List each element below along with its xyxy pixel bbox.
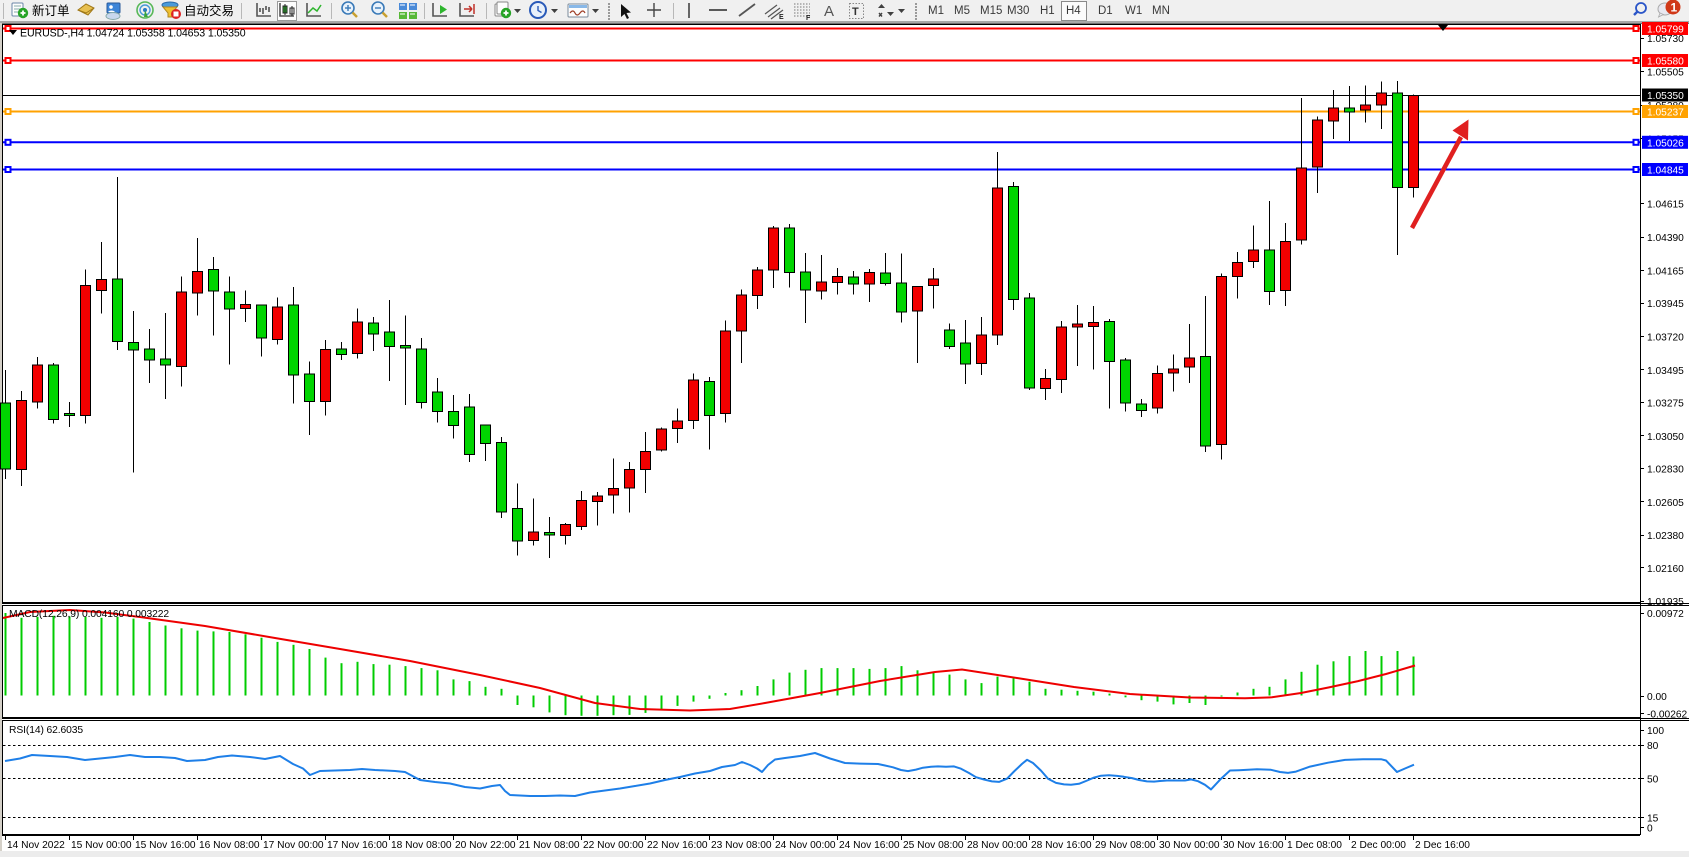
svg-text:H4: H4: [1066, 5, 1081, 17]
svg-text:17 Nov 00:00: 17 Nov 00:00: [263, 840, 324, 851]
svg-text:1.03945: 1.03945: [1647, 299, 1684, 310]
svg-text:1: 1: [1671, 1, 1678, 15]
svg-text:1.03720: 1.03720: [1647, 332, 1684, 343]
svg-text:M15: M15: [980, 5, 1002, 17]
svg-text:22 Nov 16:00: 22 Nov 16:00: [647, 840, 708, 851]
svg-text:EURUSD-,H4 1.04724 1.05358 1.: EURUSD-,H4 1.04724 1.05358 1.04653 1.053…: [20, 28, 246, 40]
svg-text:1.05237: 1.05237: [1647, 108, 1684, 119]
svg-text:1 Dec 08:00: 1 Dec 08:00: [1287, 840, 1342, 851]
svg-text:1.04165: 1.04165: [1647, 266, 1684, 277]
svg-text:E: E: [779, 14, 784, 21]
svg-text:1.02160: 1.02160: [1647, 564, 1684, 575]
svg-text:1.05350: 1.05350: [1647, 91, 1684, 102]
svg-text:1.05580: 1.05580: [1647, 57, 1684, 68]
svg-text:18 Nov 08:00: 18 Nov 08:00: [391, 840, 452, 851]
svg-text:MN: MN: [1152, 5, 1170, 17]
svg-text:1.04390: 1.04390: [1647, 233, 1684, 244]
svg-text:0: 0: [1647, 824, 1653, 835]
svg-text:T: T: [852, 6, 859, 18]
svg-text:28 Nov 16:00: 28 Nov 16:00: [1031, 840, 1092, 851]
svg-text:M1: M1: [928, 5, 944, 17]
svg-text:23 Nov 08:00: 23 Nov 08:00: [711, 840, 772, 851]
svg-text:16 Nov 08:00: 16 Nov 08:00: [199, 840, 260, 851]
svg-text:17 Nov 16:00: 17 Nov 16:00: [327, 840, 388, 851]
svg-text:100: 100: [1647, 726, 1664, 737]
svg-text:1.02380: 1.02380: [1647, 531, 1684, 542]
svg-text:1.05505: 1.05505: [1647, 68, 1684, 79]
svg-text:20 Nov 22:00: 20 Nov 22:00: [455, 840, 516, 851]
svg-text:F: F: [806, 15, 811, 22]
svg-text:14 Nov 2022: 14 Nov 2022: [7, 840, 65, 851]
svg-text:1.01935: 1.01935: [1647, 597, 1684, 608]
svg-text:1.04615: 1.04615: [1647, 200, 1684, 211]
svg-text:1.03275: 1.03275: [1647, 398, 1684, 409]
svg-text:1.05730: 1.05730: [1647, 34, 1684, 45]
svg-text:24 Nov 16:00: 24 Nov 16:00: [839, 840, 900, 851]
svg-text:M5: M5: [954, 5, 970, 17]
svg-text:21 Nov 08:00: 21 Nov 08:00: [519, 840, 580, 851]
svg-text:30 Nov 00:00: 30 Nov 00:00: [1159, 840, 1220, 851]
svg-text:22 Nov 00:00: 22 Nov 00:00: [583, 840, 644, 851]
svg-text:0.00: 0.00: [1647, 692, 1667, 703]
svg-text:1.04845: 1.04845: [1647, 166, 1684, 177]
svg-text:新订单: 新订单: [32, 3, 70, 18]
svg-text:1.05799: 1.05799: [1647, 25, 1684, 36]
svg-text:MACD(12,26,9) 0.004160 0.00322: MACD(12,26,9) 0.004160 0.003222: [9, 609, 169, 620]
svg-text:D1: D1: [1098, 5, 1113, 17]
svg-text:25 Nov 08:00: 25 Nov 08:00: [903, 840, 964, 851]
svg-text:15 Nov 00:00: 15 Nov 00:00: [71, 840, 132, 851]
svg-text:30 Nov 16:00: 30 Nov 16:00: [1223, 840, 1284, 851]
svg-text:1.03495: 1.03495: [1647, 366, 1684, 377]
svg-text:15: 15: [1647, 814, 1659, 825]
svg-text:15 Nov 16:00: 15 Nov 16:00: [135, 840, 196, 851]
svg-text:80: 80: [1647, 741, 1659, 752]
svg-text:2 Dec 16:00: 2 Dec 16:00: [1415, 840, 1470, 851]
svg-text:M30: M30: [1007, 5, 1029, 17]
svg-text:H1: H1: [1040, 5, 1055, 17]
svg-text:29 Nov 08:00: 29 Nov 08:00: [1095, 840, 1156, 851]
svg-text:RSI(14) 62.6035: RSI(14) 62.6035: [9, 725, 83, 736]
svg-text:0.00972: 0.00972: [1647, 609, 1684, 620]
svg-text:-0.00262: -0.00262: [1647, 710, 1688, 721]
svg-text:W1: W1: [1125, 5, 1142, 17]
svg-text:1.02830: 1.02830: [1647, 465, 1684, 476]
svg-text:A: A: [824, 3, 834, 20]
svg-text:1.03050: 1.03050: [1647, 432, 1684, 443]
svg-text:50: 50: [1647, 775, 1659, 786]
svg-text:1.05026: 1.05026: [1647, 138, 1684, 149]
svg-text:自动交易: 自动交易: [184, 3, 234, 18]
svg-text:2 Dec 00:00: 2 Dec 00:00: [1351, 840, 1406, 851]
svg-text:1.02605: 1.02605: [1647, 498, 1684, 509]
svg-text:28 Nov 00:00: 28 Nov 00:00: [967, 840, 1028, 851]
svg-text:24 Nov 00:00: 24 Nov 00:00: [775, 840, 836, 851]
